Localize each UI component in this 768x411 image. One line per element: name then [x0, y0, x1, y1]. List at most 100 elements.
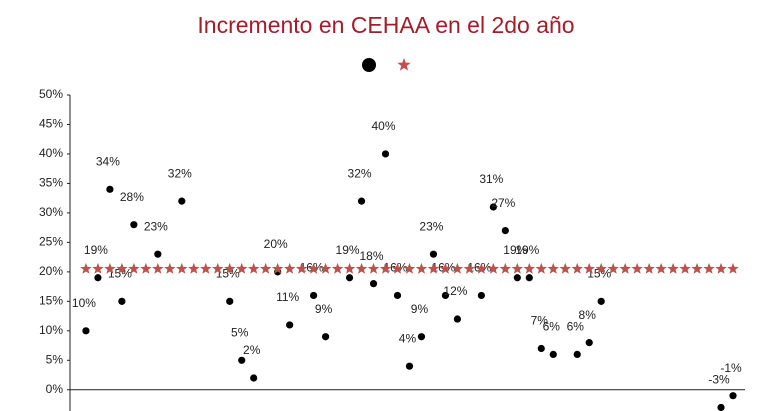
dot	[417, 333, 426, 341]
star-marker	[691, 262, 703, 274]
y-tick-label: 45%	[39, 117, 63, 131]
dot	[178, 197, 186, 205]
star-marker	[212, 262, 224, 274]
y-tick-label: 30%	[39, 205, 63, 219]
y-tick-label: 20%	[39, 264, 63, 278]
dot	[250, 374, 258, 382]
star-marker	[415, 262, 428, 274]
star-marker	[535, 262, 547, 274]
star-marker	[164, 262, 176, 274]
star-marker	[607, 262, 619, 274]
star-marker	[391, 262, 404, 274]
data-label: 19%	[515, 243, 539, 257]
data-label: 32%	[168, 166, 192, 180]
data-label: 11%	[276, 290, 299, 304]
data-label: 34%	[96, 155, 120, 169]
chart-title: Incremento en CEHAA en el 2do año	[197, 12, 574, 38]
star-marker	[104, 262, 116, 274]
star-marker	[595, 262, 607, 274]
dot	[357, 197, 366, 205]
star-marker	[511, 262, 524, 274]
dot	[381, 150, 390, 158]
dot	[429, 250, 438, 258]
star-marker	[128, 262, 140, 274]
star-marker	[643, 262, 655, 274]
dot	[585, 339, 593, 347]
y-tick-label: 15%	[39, 294, 63, 308]
star-marker	[499, 262, 512, 274]
star-marker	[176, 262, 188, 274]
star-marker	[571, 262, 583, 274]
dot	[154, 250, 162, 258]
star-marker	[523, 262, 536, 274]
star-marker	[247, 262, 260, 274]
y-tick-label: 0%	[46, 382, 64, 396]
data-label: 6%	[567, 320, 585, 334]
star-marker	[463, 262, 476, 274]
dot	[393, 291, 402, 300]
dot	[453, 315, 462, 323]
dot	[310, 291, 318, 300]
star-marker	[403, 262, 416, 274]
data-label: 4%	[399, 331, 417, 345]
data-label: 20%	[264, 237, 288, 251]
star-marker	[727, 262, 739, 274]
star-marker	[92, 262, 104, 274]
data-label: 8%	[579, 308, 597, 322]
data-label: 40%	[371, 119, 395, 133]
star-marker	[343, 262, 356, 274]
star-marker	[331, 262, 344, 274]
star-marker	[715, 262, 727, 274]
star-marker	[283, 262, 296, 274]
star-marker	[259, 262, 272, 274]
star-marker	[679, 262, 691, 274]
data-label: 12%	[443, 284, 467, 298]
dot	[549, 350, 557, 359]
dot	[441, 291, 450, 300]
star-marker	[631, 262, 643, 274]
star-marker	[367, 262, 380, 274]
dot	[345, 274, 354, 282]
star-marker	[236, 262, 248, 274]
star-marker	[487, 262, 500, 274]
data-label: 9%	[411, 302, 429, 316]
data-label: 23%	[419, 219, 443, 233]
data-label: -3%	[708, 373, 730, 387]
dot	[537, 344, 545, 353]
star-marker	[703, 262, 715, 274]
star-marker	[319, 262, 332, 274]
star-marker	[439, 262, 452, 274]
data-label: 15%	[108, 267, 132, 281]
y-tick-label: 10%	[39, 323, 63, 337]
dot	[226, 297, 234, 305]
dot	[717, 403, 725, 411]
dot	[286, 321, 294, 329]
data-label: -1%	[720, 361, 742, 375]
legend-marker	[362, 58, 376, 72]
star-marker	[559, 262, 571, 274]
dot	[82, 327, 90, 335]
dot	[597, 297, 605, 305]
y-tick-label: 35%	[39, 176, 63, 190]
data-label: 2%	[243, 343, 261, 357]
data-label: 5%	[231, 325, 249, 339]
star-marker	[355, 262, 368, 274]
y-tick-label: 5%	[46, 352, 64, 366]
star-marker	[427, 262, 440, 274]
star-marker	[547, 262, 559, 274]
dot	[118, 297, 126, 305]
dot	[573, 350, 581, 359]
star-marker	[188, 262, 200, 274]
dot	[729, 392, 737, 400]
dot	[525, 274, 533, 282]
star-marker	[224, 262, 236, 274]
star-marker	[152, 262, 164, 274]
star-marker	[80, 262, 92, 274]
dot	[94, 274, 102, 282]
star-marker	[619, 262, 631, 274]
data-label: 31%	[479, 172, 503, 186]
star-marker	[655, 262, 667, 274]
dot	[477, 291, 485, 300]
